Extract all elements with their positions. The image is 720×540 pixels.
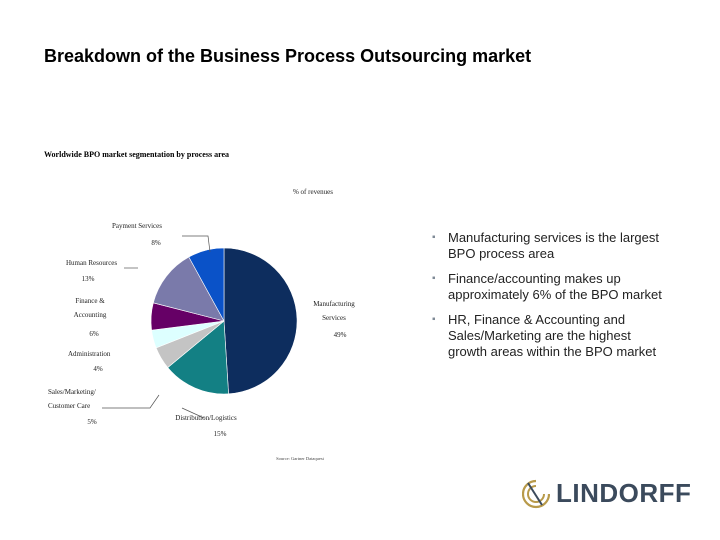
- chart-subtitle: Worldwide BPO market segmentation by pro…: [44, 150, 230, 159]
- leader-line: [182, 235, 211, 253]
- slice-value-label: 15%: [214, 430, 227, 438]
- pie-slice: [223, 247, 298, 395]
- slice-category-label: Payment Services: [112, 222, 162, 230]
- pie-slice: [167, 320, 229, 395]
- slice-category-label: Distribution/Logistics: [175, 414, 237, 422]
- bullet-item: ▪ HR, Finance & Accounting and Sales/Mar…: [432, 312, 664, 360]
- square-bullet-icon: ▪: [432, 314, 436, 325]
- slice-value-label: 4%: [93, 365, 103, 373]
- company-logo: LINDORFF: [522, 478, 691, 509]
- slice-category-label: Manufacturing: [313, 300, 355, 308]
- logo-mark-icon: [522, 479, 550, 508]
- slice-category-label: Services: [322, 314, 346, 322]
- pie-labels: Manufacturing Services 49% Distribution/Log…: [48, 222, 355, 438]
- slice-value-label: 13%: [82, 275, 95, 283]
- square-bullet-icon: ▪: [432, 273, 436, 284]
- bullet-list: ▪ Manufacturing services is the largest …: [432, 230, 664, 369]
- slice-value-label: 6%: [89, 330, 99, 338]
- chart-source: Source: Gartner Dataquest: [276, 456, 324, 461]
- slice-category-label: Customer Care: [48, 402, 90, 410]
- leader-line: [102, 394, 160, 409]
- slice-category-label: Administration: [68, 350, 111, 358]
- leader-line: [181, 407, 205, 419]
- slice-value-label: 49%: [334, 331, 347, 339]
- slice-category-label: Accounting: [74, 311, 107, 319]
- slice-category-label: Sales/Marketing/: [48, 388, 96, 396]
- bullet-item: ▪ Finance/accounting makes up approximat…: [432, 271, 664, 303]
- bullet-item: ▪ Manufacturing services is the largest …: [432, 230, 664, 262]
- logo-text: LINDORFF: [556, 478, 692, 508]
- slice-value-label: 8%: [151, 239, 161, 247]
- pie-slice: [188, 247, 225, 322]
- slice-category-label: Finance &: [75, 297, 105, 305]
- slice-value-label: 5%: [87, 418, 97, 426]
- pie-slices: [150, 247, 298, 395]
- bullet-text: Finance/accounting makes up approximatel…: [448, 271, 662, 302]
- pie-slice: [152, 256, 225, 322]
- chart-title: % of revenues: [293, 188, 333, 196]
- slice-category-label: Human Resources: [66, 259, 117, 267]
- slide-title: Breakdown of the Business Process Outsou…: [44, 46, 532, 66]
- square-bullet-icon: ▪: [432, 232, 436, 243]
- pie-leader-lines: [102, 235, 211, 419]
- bullet-text: Manufacturing services is the largest BP…: [448, 230, 659, 261]
- bullet-text: HR, Finance & Accounting and Sales/Marke…: [448, 312, 657, 359]
